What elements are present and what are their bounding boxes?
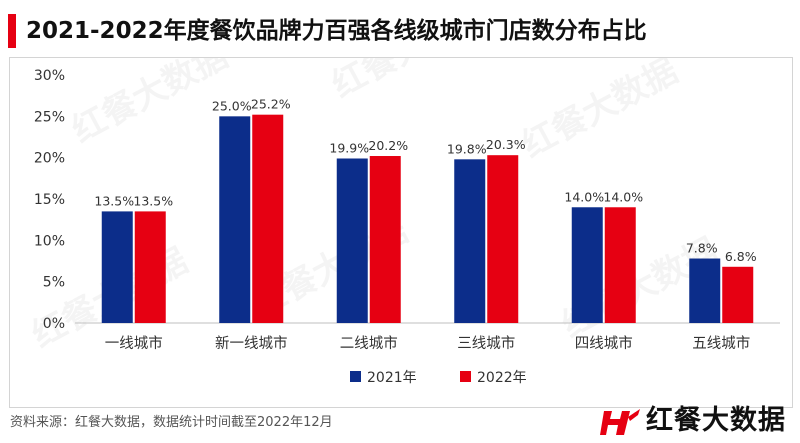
bar-2021 — [454, 159, 486, 323]
x-category-label: 新一线城市 — [215, 335, 288, 352]
y-tick-label: 5% — [43, 275, 65, 291]
bar-2021 — [689, 258, 721, 323]
y-tick-label: 20% — [34, 151, 65, 167]
bar-2022 — [604, 207, 636, 323]
x-category-label: 四线城市 — [575, 335, 633, 352]
data-label: 14.0% — [603, 189, 643, 204]
x-category-label: 二线城市 — [340, 335, 398, 352]
y-tick-label: 30% — [34, 68, 65, 84]
watermark-text: 红餐大数据 — [515, 58, 684, 166]
x-category-label: 五线城市 — [692, 335, 750, 352]
bar-2021 — [336, 158, 368, 323]
data-label: 19.8% — [447, 141, 487, 156]
bar-chart: 红餐大数据红餐大数据红餐大数据红餐大数据红餐大数据红餐大数据0%5%10%15%… — [25, 58, 780, 386]
data-label: 20.3% — [486, 137, 526, 152]
brand-logo: 红餐大数据 — [600, 401, 790, 441]
legend-label: 2022年 — [477, 370, 527, 386]
source-note: 资料来源：红餐大数据，数据统计时间截至2022年12月 — [10, 415, 333, 430]
bar-2022 — [252, 114, 284, 324]
x-category-label: 三线城市 — [457, 335, 515, 352]
watermark-text: 红餐大数据 — [65, 58, 234, 151]
chart-container: 红餐大数据红餐大数据红餐大数据红餐大数据红餐大数据红餐大数据0%5%10%15%… — [9, 57, 793, 408]
logo-icon — [600, 409, 640, 435]
legend-swatch — [460, 371, 471, 382]
data-label: 6.8% — [725, 249, 757, 264]
bar-2022 — [487, 155, 519, 323]
data-label: 20.2% — [368, 138, 408, 153]
y-tick-label: 15% — [34, 192, 65, 208]
data-label: 14.0% — [564, 189, 604, 204]
bar-2022 — [369, 156, 401, 323]
page-title: 2021-2022年度餐饮品牌力百强各线级城市门店数分布占比 — [26, 18, 647, 44]
data-label: 19.9% — [329, 140, 369, 155]
title-accent-bar — [8, 14, 16, 48]
data-label: 25.2% — [251, 97, 291, 112]
data-label: 13.5% — [133, 193, 173, 208]
y-tick-label: 0% — [43, 316, 65, 332]
legend-label: 2021年 — [367, 370, 417, 386]
logo-text: 红餐大数据 — [646, 405, 786, 436]
bar-2021 — [101, 211, 133, 323]
x-category-label: 一线城市 — [105, 335, 163, 352]
watermark-text: 红餐大数据 — [325, 58, 494, 106]
bar-2022 — [722, 266, 754, 323]
data-label: 7.8% — [686, 241, 718, 256]
y-tick-label: 25% — [34, 109, 65, 125]
data-label: 25.0% — [212, 98, 252, 113]
data-label: 13.5% — [94, 193, 134, 208]
y-tick-label: 10% — [34, 233, 65, 249]
bar-2021 — [219, 116, 251, 323]
bar-2022 — [134, 211, 166, 323]
bar-2021 — [571, 207, 603, 323]
legend-swatch — [350, 371, 361, 382]
